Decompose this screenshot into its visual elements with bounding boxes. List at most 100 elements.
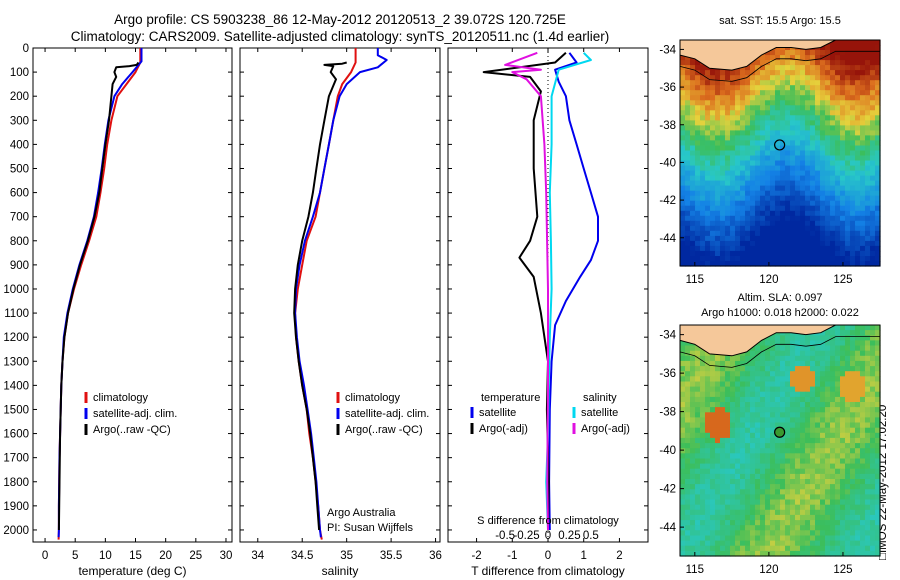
heatmap-cell [800, 140, 806, 146]
heatmap-cell [810, 550, 816, 557]
heatmap-cell [810, 432, 816, 439]
heatmap-cell [705, 115, 711, 121]
heatmap-cell [735, 391, 741, 398]
heatmap-cell [815, 391, 821, 398]
heatmap-cell [750, 210, 756, 217]
heatmap-cell [795, 463, 801, 470]
heatmap-cell [860, 45, 866, 51]
heatmap-cell [875, 140, 881, 146]
heatmap-cell [685, 215, 691, 222]
heatmap-cell [830, 509, 836, 516]
heatmap-cell [695, 489, 701, 495]
heatmap-cell [865, 215, 871, 222]
heatmap-cell [860, 499, 866, 506]
heatmap-cell [785, 407, 791, 413]
heatmap-cell [690, 504, 696, 511]
heatmap-cell [750, 402, 756, 408]
heatmap-cell [715, 165, 721, 172]
heatmap-cell [805, 376, 811, 382]
heatmap-cell [700, 494, 706, 501]
heatmap-cell [805, 140, 811, 146]
heatmap-cell [875, 463, 881, 470]
heatmap-cell [875, 494, 881, 501]
heatmap-cell [740, 140, 746, 146]
heatmap-cell [765, 530, 771, 536]
heatmap-cell [870, 340, 876, 347]
heatmap-cell [790, 225, 796, 232]
heatmap-cell [780, 463, 786, 470]
heatmap-cell [765, 504, 771, 511]
heatmap-cell [825, 240, 831, 247]
heatmap-cell [790, 360, 796, 367]
heatmap-cell [825, 215, 831, 222]
heatmap-cell [740, 261, 746, 267]
heatmap-cell [700, 530, 706, 536]
difference-legend-title-salinity: salinity [583, 392, 617, 404]
heatmap-cell [785, 335, 791, 341]
heatmap-cell [690, 376, 696, 382]
heatmap-cell [785, 412, 791, 418]
heatmap-cell [810, 463, 816, 470]
heatmap-cell [755, 145, 761, 152]
heatmap-cell [870, 240, 876, 247]
heatmap-cell [730, 473, 736, 480]
heatmap-cell [705, 155, 711, 162]
heatmap-cell [745, 484, 751, 490]
heatmap-cell [860, 65, 866, 71]
heatmap-cell [770, 489, 776, 495]
heatmap-cell [815, 499, 821, 506]
heatmap-cell [695, 407, 701, 413]
heatmap-cell [805, 165, 811, 172]
heatmap-cell [850, 115, 856, 121]
heatmap-cell [810, 391, 816, 398]
heatmap-cell [715, 245, 721, 252]
heatmap-cell [855, 160, 861, 167]
heatmap-cell [805, 195, 811, 202]
heatmap-cell [735, 504, 741, 511]
heatmap-cell [715, 175, 721, 182]
heatmap-cell [685, 509, 691, 516]
heatmap-cell [715, 525, 721, 531]
heatmap-cell [685, 360, 691, 367]
heatmap-cell [875, 85, 881, 91]
heatmap-cell [845, 371, 851, 377]
heatmap-cell [690, 185, 696, 192]
heatmap-cell [735, 355, 741, 362]
heatmap-cell [755, 175, 761, 182]
heatmap-cell [835, 407, 841, 413]
heatmap-cell [870, 110, 876, 116]
heatmap-cell [850, 160, 856, 167]
heatmap-cell [740, 484, 746, 490]
heatmap-cell [780, 180, 786, 187]
heatmap-cell [845, 509, 851, 516]
heatmap-cell [680, 432, 686, 439]
heatmap-cell [875, 525, 881, 531]
heatmap-cell [845, 155, 851, 162]
heatmap-cell [740, 256, 746, 262]
heatmap-cell [735, 170, 741, 177]
heatmap-cell [765, 525, 771, 531]
heatmap-cell [685, 165, 691, 172]
heatmap-cell [845, 205, 851, 212]
heatmap-cell [840, 210, 846, 217]
heatmap-cell [755, 115, 761, 121]
heatmap-cell [745, 504, 751, 511]
heatmap-cell [825, 479, 831, 485]
heatmap-cell [690, 120, 696, 126]
heatmap-cell [765, 514, 771, 521]
heatmap-cell [840, 190, 846, 197]
heatmap-cell [825, 540, 831, 547]
heatmap-cell [745, 200, 751, 207]
heatmap-cell [870, 381, 876, 388]
heatmap-cell [730, 170, 736, 177]
heatmap-cell [720, 443, 726, 449]
heatmap-cell [860, 75, 866, 81]
heatmap-cell [695, 220, 701, 227]
heatmap-cell [705, 245, 711, 252]
heatmap-cell [860, 386, 866, 393]
heatmap-cell [850, 55, 856, 61]
heatmap-cell [735, 540, 741, 547]
heatmap-cell [770, 340, 776, 347]
heatmap-cell [715, 110, 721, 116]
difference-series-cyan-line [545, 52, 592, 531]
